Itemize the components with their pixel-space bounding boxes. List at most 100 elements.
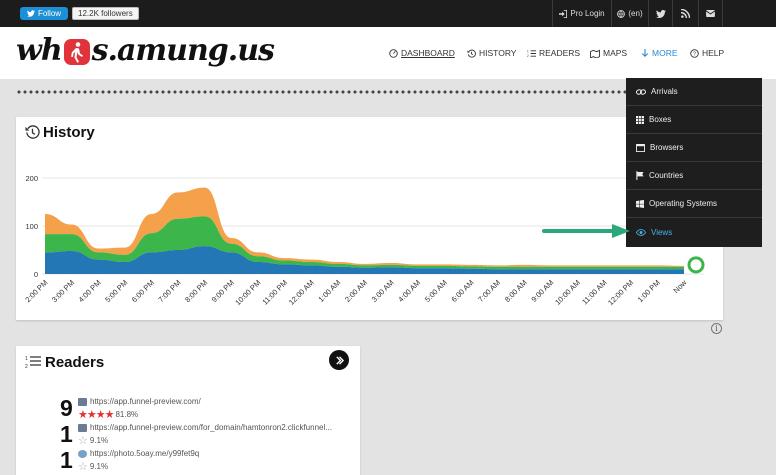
annotation-arrow <box>542 224 630 238</box>
nav-label: HISTORY <box>479 48 517 58</box>
x-tick-label: 10:00 PM <box>233 278 262 307</box>
rss-link[interactable] <box>672 0 698 27</box>
nav-label: MAPS <box>603 48 628 58</box>
svg-text:2: 2 <box>25 364 28 369</box>
nav-dashboard[interactable]: DASHBOARD <box>389 48 455 58</box>
logo-text-left: wh <box>16 33 63 68</box>
link-icon <box>636 88 646 95</box>
history-panel: History 0 100 200 2:00 PM 3:00 PM 4:00 PM 5:00… <box>16 117 723 320</box>
reader-url-link[interactable]: https://photo.5oay.me/y99fet9q <box>78 449 199 458</box>
x-tick-label: 10:00 AM <box>553 278 582 307</box>
flag-icon <box>636 171 644 180</box>
svg-text:?: ? <box>693 51 696 57</box>
star-empty-icon: ☆ <box>78 461 88 473</box>
menu-item-label: Views <box>651 227 673 237</box>
x-tick-label: 2:00 AM <box>343 278 369 304</box>
reader-count: 9 <box>60 395 73 421</box>
dotted-divider <box>16 90 628 94</box>
x-tick-label: 6:00 AM <box>450 278 476 304</box>
reader-url-link[interactable]: https://app.funnel-preview.com/for_domai… <box>78 423 332 432</box>
favicon-icon <box>78 397 87 406</box>
maps-icon <box>590 49 600 58</box>
menu-item-label: Countries <box>649 171 684 180</box>
mail-icon <box>706 10 715 17</box>
favicon-icon <box>78 423 87 432</box>
arrow-down-icon <box>641 48 649 57</box>
language-selector[interactable]: (en) <box>611 0 648 27</box>
history-title: History <box>43 124 95 141</box>
pro-login-label: Pro Login <box>570 9 605 18</box>
reader-url-text: https://photo.5oay.me/y99fet9q <box>90 449 200 458</box>
y-tick-label: 200 <box>25 174 38 183</box>
x-tick-label: 8:00 PM <box>183 278 209 304</box>
reader-count: 1 <box>60 421 73 447</box>
x-tick-label: 12:00 PM <box>606 278 635 307</box>
mail-link[interactable] <box>698 0 723 27</box>
twitter-link[interactable] <box>648 0 672 27</box>
twitter-follow-button[interactable]: Follow <box>20 7 68 20</box>
chevron-right-icon <box>335 355 344 365</box>
x-tick-label: 1:00 PM <box>636 278 662 304</box>
x-tick-label: 7:00 PM <box>156 278 182 304</box>
y-tick-label: 100 <box>25 222 38 231</box>
x-tick-label: 1:00 AM <box>316 278 342 304</box>
x-tick-label: 7:00 AM <box>476 278 502 304</box>
readers-panel: 1 2 Readers 9 https://app.funnel-preview.… <box>16 346 360 475</box>
reader-url-text: https://app.funnel-preview.com/ <box>90 397 201 406</box>
x-tick-label: 9:00 AM <box>529 278 555 304</box>
x-tick-label: 4:00 AM <box>396 278 422 304</box>
readers-more-button[interactable] <box>329 350 349 370</box>
menu-item-arrivals[interactable]: Arrivals <box>626 78 762 106</box>
readers-title: Readers <box>45 354 105 371</box>
twitter-icon <box>26 10 35 17</box>
windows-icon <box>636 199 644 208</box>
menu-item-label: Arrivals <box>651 87 678 96</box>
star-rating-icon: ★★★★ <box>78 409 114 421</box>
reader-percent: 81.8% <box>115 410 139 419</box>
reader-rating: ☆ 9.1% <box>78 460 108 473</box>
reader-url-link[interactable]: https://app.funnel-preview.com/ <box>78 397 201 406</box>
menu-item-countries[interactable]: Countries <box>626 162 762 190</box>
readers-icon: 12 <box>527 49 536 58</box>
login-icon <box>559 9 568 18</box>
nav-label: DASHBOARD <box>401 48 455 58</box>
history-clock-icon <box>25 125 40 139</box>
menu-item-views[interactable]: Views <box>626 218 762 246</box>
nav-history[interactable]: HISTORY <box>467 48 516 58</box>
star-empty-icon: ☆ <box>78 435 88 447</box>
logo-text-right: s.amung.us <box>91 33 275 68</box>
area-series-1 <box>45 216 684 270</box>
reader-url-text: https://app.funnel-preview.com/for_domai… <box>90 423 332 432</box>
menu-item-label: Browsers <box>650 143 684 152</box>
twitter-icon <box>655 9 666 18</box>
reader-percent: 9.1% <box>89 436 109 445</box>
top-bar: Follow 12.2K followers Pro Login (en) <box>0 0 776 27</box>
language-label: (en) <box>628 9 643 18</box>
menu-item-browsers[interactable]: Browsers <box>626 134 762 162</box>
y-tick-label: 0 <box>34 270 38 279</box>
rss-icon <box>681 9 690 18</box>
nav-help[interactable]: ? HELP <box>690 48 724 58</box>
menu-item-operating-systems[interactable]: Operating Systems <box>626 190 762 218</box>
reader-rating: ☆ 9.1% <box>78 434 108 447</box>
pro-login-link[interactable]: Pro Login <box>552 0 611 27</box>
more-dropdown-menu: Arrivals Boxes Browsers Countries Operat… <box>626 78 762 247</box>
x-tick-label: 5:00 AM <box>423 278 449 304</box>
favicon-icon <box>78 449 87 458</box>
x-tick-label: 11:00 PM <box>260 278 289 307</box>
area-series-2 <box>45 187 684 267</box>
reader-percent: 9.1% <box>89 462 109 471</box>
eye-icon <box>636 228 646 236</box>
menu-item-boxes[interactable]: Boxes <box>626 106 762 134</box>
reader-count: 1 <box>60 447 73 473</box>
follower-count[interactable]: 12.2K followers <box>72 7 139 20</box>
x-tick-label: 5:00 PM <box>103 278 129 304</box>
nav-maps[interactable]: MAPS <box>590 48 627 58</box>
nav-more[interactable]: MORE <box>641 48 678 58</box>
info-icon[interactable]: i <box>711 323 722 334</box>
site-logo[interactable]: wh s.amung.us <box>16 33 275 68</box>
x-tick-label: 3:00 PM <box>50 278 76 304</box>
